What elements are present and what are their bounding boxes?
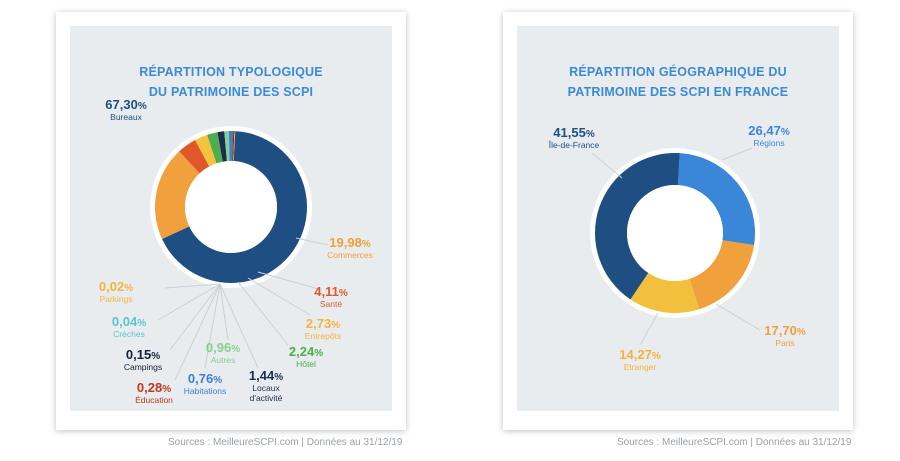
- slice-ile-de-france: [594, 152, 680, 300]
- label-creches: 0,04%Crèches: [112, 314, 146, 339]
- label-commerces: 19,98%Commerces: [327, 235, 373, 260]
- label-etranger: 14,27%Etranger: [619, 347, 661, 372]
- slice-habitations: [228, 131, 233, 162]
- slice-regions: [677, 153, 755, 246]
- slice-campings: [232, 131, 235, 162]
- value-label: 17,70%: [764, 323, 806, 338]
- label-paris: 17,70%Paris: [764, 323, 806, 348]
- value-label: 0,76%: [188, 371, 222, 386]
- slice-paris: [689, 240, 755, 310]
- value-label: 41,55%: [553, 125, 595, 140]
- label-ile-de-france: 41,55%Île-de-France: [548, 125, 600, 150]
- source-note-left: Sources : MeilleureSCPI.com | Données au…: [168, 437, 403, 448]
- category-label: Santé: [320, 299, 342, 309]
- value-label: 19,98%: [329, 235, 371, 250]
- slice-commerces: [155, 151, 200, 239]
- chart-title-line-2: PATRIMOINE DES SCPI EN FRANCE: [567, 85, 789, 99]
- leader-line: [157, 283, 221, 321]
- value-label: 0,02%: [99, 279, 133, 294]
- leader-line: [295, 237, 329, 246]
- leader-line: [174, 283, 221, 381]
- slice-parkings: [233, 131, 236, 162]
- category-label: Etranger: [624, 362, 657, 372]
- category-label: Habitations: [184, 386, 227, 396]
- slice-hotel: [207, 132, 223, 164]
- slice-bureaux: [162, 131, 307, 283]
- label-campings: 0,15%Campings: [124, 347, 162, 372]
- category-label: Paris: [775, 338, 794, 348]
- category-label: Locaux: [252, 383, 280, 393]
- value-label: 0,04%: [112, 314, 146, 329]
- value-label: 2,73%: [306, 316, 340, 331]
- category-label: Autres: [211, 355, 236, 365]
- label-sante: 4,11%Santé: [314, 284, 348, 309]
- label-autres: 0,96%Autres: [206, 340, 240, 365]
- leader-line: [639, 312, 659, 346]
- slice-education: [231, 131, 234, 162]
- leader-line: [721, 147, 753, 161]
- label-education: 0,28%Éducation: [135, 380, 173, 405]
- chart-title-typologie: RÉPARTITION TYPOLOGIQUE DU PATRIMOINE DE…: [70, 62, 392, 102]
- label-regions: 26,47%Régions: [748, 123, 790, 148]
- value-label: 0,15%: [126, 347, 160, 362]
- leader-line: [237, 281, 289, 346]
- label-habitations: 0,76%Habitations: [184, 371, 227, 396]
- value-label: 0,28%: [137, 380, 171, 395]
- value-label: 2,24%: [289, 344, 323, 359]
- value-label: 14,27%: [619, 347, 661, 362]
- category-label: Hôtel: [296, 359, 316, 369]
- leader-line: [169, 283, 221, 351]
- category-label: Régions: [753, 138, 784, 148]
- slice-etranger: [630, 272, 700, 313]
- chart-title-geographie: RÉPARTITION GÉOGRAPHIQUE DU PATRIMOINE D…: [517, 62, 839, 102]
- category-label: Campings: [124, 362, 162, 372]
- leader-line: [219, 283, 259, 369]
- category-label: Parkings: [99, 294, 132, 304]
- category-label: Bureaux: [110, 112, 142, 122]
- category-label: Commerces: [327, 250, 373, 260]
- category-label: Île-de-France: [548, 140, 600, 150]
- leader-line: [219, 283, 229, 341]
- label-bureaux: 67,30%Bureaux: [105, 97, 147, 122]
- chart-title-line-2: DU PATRIMOINE DES SCPI: [148, 85, 314, 99]
- leader-line: [715, 303, 761, 331]
- value-label: 26,47%: [748, 123, 790, 138]
- slice-entrepots: [195, 134, 217, 167]
- value-label: 0,96%: [206, 340, 240, 355]
- value-label: 1,44%: [249, 368, 283, 383]
- value-label: 4,11%: [314, 284, 348, 299]
- category-label: d'activité: [250, 393, 283, 403]
- slice-sante: [179, 139, 210, 174]
- leader-line: [164, 283, 221, 289]
- category-label: Éducation: [135, 395, 173, 405]
- value-label: 67,30%: [105, 97, 147, 112]
- leader-line: [257, 271, 323, 291]
- label-parkings: 0,02%Parkings: [99, 279, 133, 304]
- chart-title-line-1: RÉPARTITION GÉOGRAPHIQUE DU: [569, 65, 787, 79]
- leader-line: [204, 283, 221, 369]
- donut-hole: [185, 161, 277, 253]
- source-note-right: Sources : MeilleureSCPI.com | Données au…: [617, 437, 852, 448]
- leader-line: [247, 277, 311, 316]
- label-entrepots: 2,73%Entrepôts: [305, 316, 341, 341]
- slice-locaux-d-activite: [217, 131, 227, 162]
- chart-title-line-1: RÉPARTITION TYPOLOGIQUE: [139, 65, 323, 79]
- category-label: Entrepôts: [305, 331, 341, 341]
- donut-hole: [627, 185, 723, 281]
- category-label: Crèches: [113, 329, 145, 339]
- slice-autres: [224, 131, 230, 162]
- label-hotel: 2,24%Hôtel: [289, 344, 323, 369]
- leader-line: [591, 152, 623, 179]
